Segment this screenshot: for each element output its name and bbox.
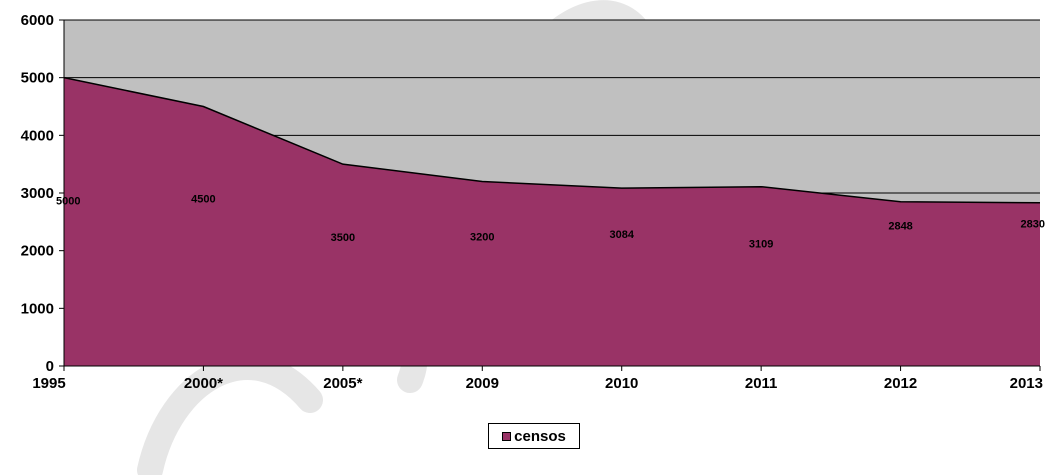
data-label-4: 3084 [609, 229, 634, 241]
y-tick-label-0: 0 [46, 358, 54, 375]
data-label-3: 3200 [470, 232, 494, 244]
x-tick-label-4: 2010 [605, 375, 638, 392]
series-area-censos [64, 77, 1040, 367]
data-label-5: 3109 [749, 239, 773, 251]
x-tick-label-2: 2005* [323, 375, 362, 392]
area-chart: 0 1000 2000 3000 4000 5000 6000 1995 2000* 2005*… [21, 12, 1045, 392]
data-label-7: 2830 [1021, 218, 1045, 230]
x-tick-label-0: 1995 [32, 375, 65, 392]
x-axis-tick-labels: 1995 2000* 2005* 2009 2010 2011 2012 2013 [32, 375, 1043, 392]
y-tick-label-3000: 3000 [21, 185, 54, 202]
series-line-censos [63, 76, 1041, 204]
x-tick-label-1: 2000* [184, 375, 223, 392]
data-label-1: 4500 [191, 194, 215, 206]
y-axis-tick-labels: 0 1000 2000 3000 4000 5000 6000 [21, 12, 54, 375]
y-tick-label-1000: 1000 [21, 300, 54, 317]
x-tick-label-3: 2009 [466, 375, 499, 392]
axes [59, 19, 1041, 371]
x-tick-label-6: 2012 [884, 375, 917, 392]
y-tick-label-2000: 2000 [21, 243, 54, 260]
x-tick-label-5: 2011 [745, 375, 778, 392]
y-tick-label-6000: 6000 [21, 12, 54, 29]
y-tick-label-4000: 4000 [21, 127, 54, 144]
x-tick-label-7: 2013 [1010, 375, 1043, 392]
data-label-0: 5000 [56, 196, 80, 208]
data-label-2: 3500 [331, 232, 355, 244]
data-labels: 5000 4500 3500 3200 3084 3109 2848 2830 [56, 194, 1045, 251]
y-tick-label-5000: 5000 [21, 70, 54, 87]
data-label-6: 2848 [888, 221, 912, 233]
legend-label-censos: censos [514, 427, 566, 445]
legend-swatch-censos [502, 431, 512, 441]
legend: censos [488, 423, 580, 449]
